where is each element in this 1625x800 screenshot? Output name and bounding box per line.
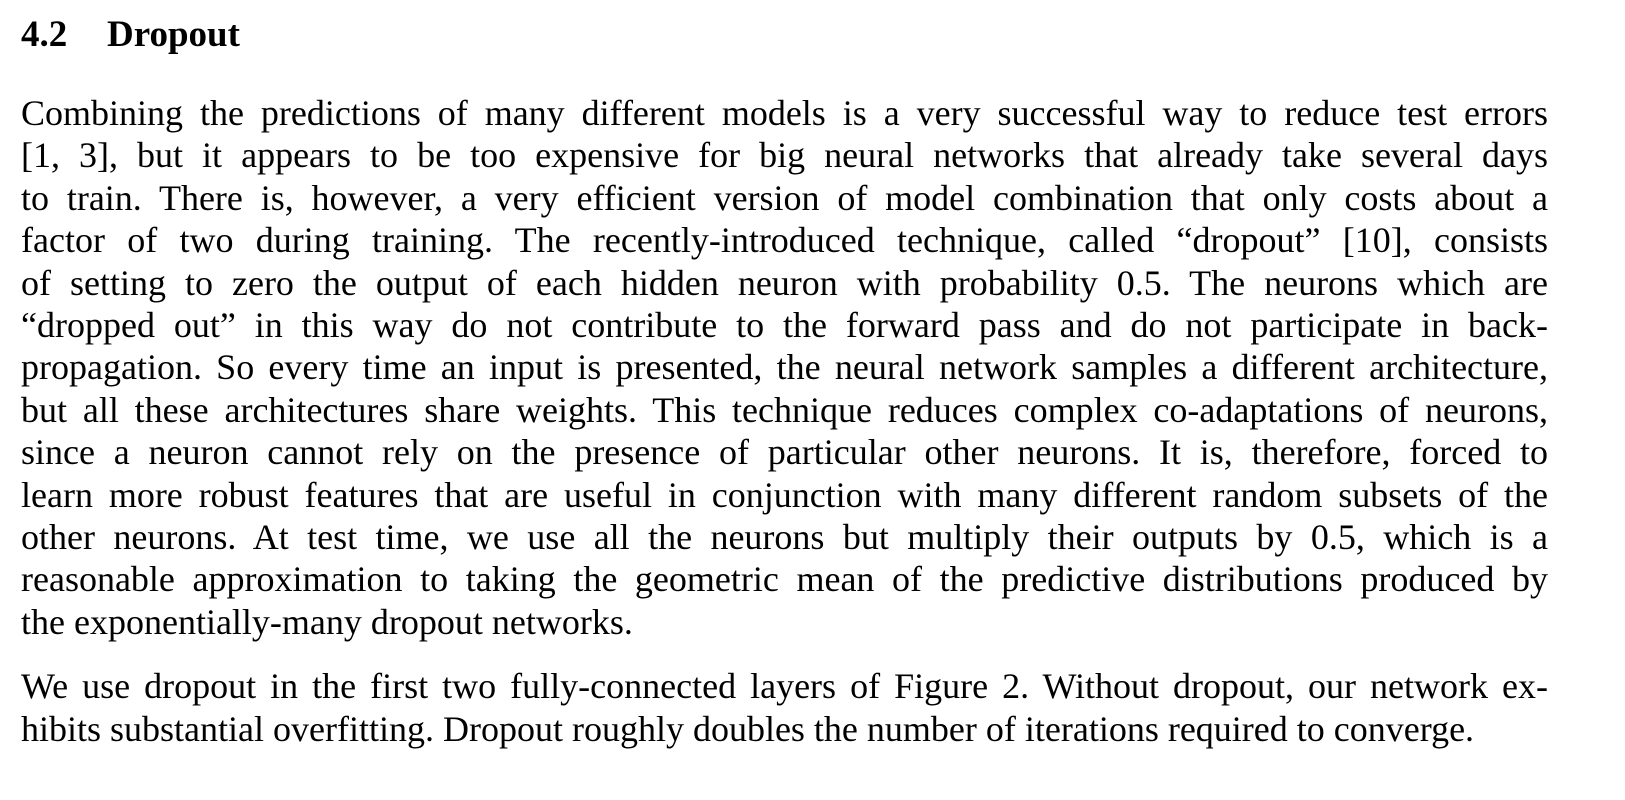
text-line: to train. There is, however, a very effi…: [21, 177, 1548, 218]
paragraph-dropout-usage: We use dropout in the first two fully-co…: [21, 665, 1548, 750]
section-title: Dropout: [107, 14, 240, 55]
text-line: propagation. So every time an input is p…: [21, 347, 1548, 388]
text-line: but all these architectures share weight…: [21, 389, 1548, 430]
text-line: hibits substantial overfitting. Dropout …: [21, 708, 1475, 749]
text-line: reasonable approximation to taking the g…: [21, 559, 1548, 600]
text-line: of setting to zero the output of each hi…: [21, 262, 1548, 303]
paragraph-dropout-description: Combining the predictions of many differ…: [21, 92, 1548, 643]
text-line: We use dropout in the first two fully-co…: [21, 666, 1548, 707]
text-line: [1, 3], but it appears to be too expensi…: [21, 135, 1548, 176]
text-line: the exponentially-many dropout networks.: [21, 601, 633, 642]
section-heading: 4.2 Dropout: [21, 12, 1548, 58]
text-line: factor of two during training. The recen…: [21, 220, 1548, 261]
text-line: other neurons. At test time, we use all …: [21, 517, 1548, 558]
paper-page: 4.2 Dropout Combining the predictions of …: [21, 12, 1548, 750]
section-number: 4.2: [21, 14, 68, 55]
text-line: Combining the predictions of many differ…: [21, 93, 1548, 133]
text-line: since a neuron cannot rely on the presen…: [21, 432, 1548, 473]
text-line: “dropped out” in this way do not contrib…: [21, 305, 1548, 346]
text-line: learn more robust features that are usef…: [21, 474, 1548, 515]
